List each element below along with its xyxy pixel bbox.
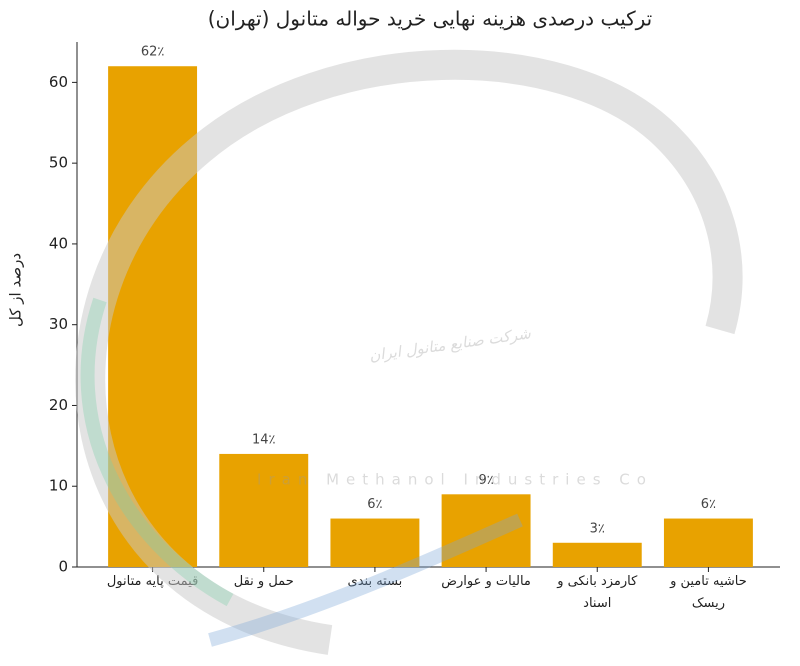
y-tick-label: 0 [58, 558, 68, 576]
value-label: 6٪ [367, 497, 382, 512]
y-tick-label: 10 [49, 477, 68, 495]
value-label: 62٪ [141, 45, 165, 60]
watermark-arc [80, 297, 234, 607]
watermark-text: شرکت صنایع متانول ایران [368, 324, 532, 365]
watermark-arc [208, 513, 523, 647]
watermark-text: Iran Methanol Industries Co [257, 471, 653, 489]
bar [441, 494, 531, 567]
y-tick-label: 40 [49, 234, 68, 252]
x-tick-label: مالیات و عوارض [441, 574, 531, 589]
value-label: 3٪ [590, 521, 605, 536]
chart-title: ترکیب درصدی هزینه نهایی خرید حواله متانو… [208, 7, 653, 31]
bar [330, 518, 420, 567]
x-tick-label: بسته بندی [348, 574, 403, 589]
watermark: شرکت صنایع متانول ایران Iran Methanol Ind… [75, 49, 743, 655]
value-label: 14٪ [252, 432, 276, 447]
y-tick-label: 20 [49, 396, 68, 414]
y-tick-label: 50 [49, 154, 68, 172]
y-axis-label: درصد از کل [7, 253, 25, 327]
x-tick-label: کارمزد بانکی و اسناد [556, 574, 638, 611]
value-label: 6٪ [701, 497, 716, 512]
y-tick-label: 30 [49, 315, 68, 333]
x-tick-label: حمل و نقل [234, 574, 294, 589]
bar [219, 453, 309, 567]
bar [663, 518, 753, 567]
value-label: 9٪ [478, 473, 493, 488]
bar [552, 542, 642, 567]
watermark-arc [75, 49, 743, 655]
x-tick-label: حاشیه تامین و ریسک [669, 574, 747, 611]
y-tick-label: 60 [49, 73, 68, 91]
